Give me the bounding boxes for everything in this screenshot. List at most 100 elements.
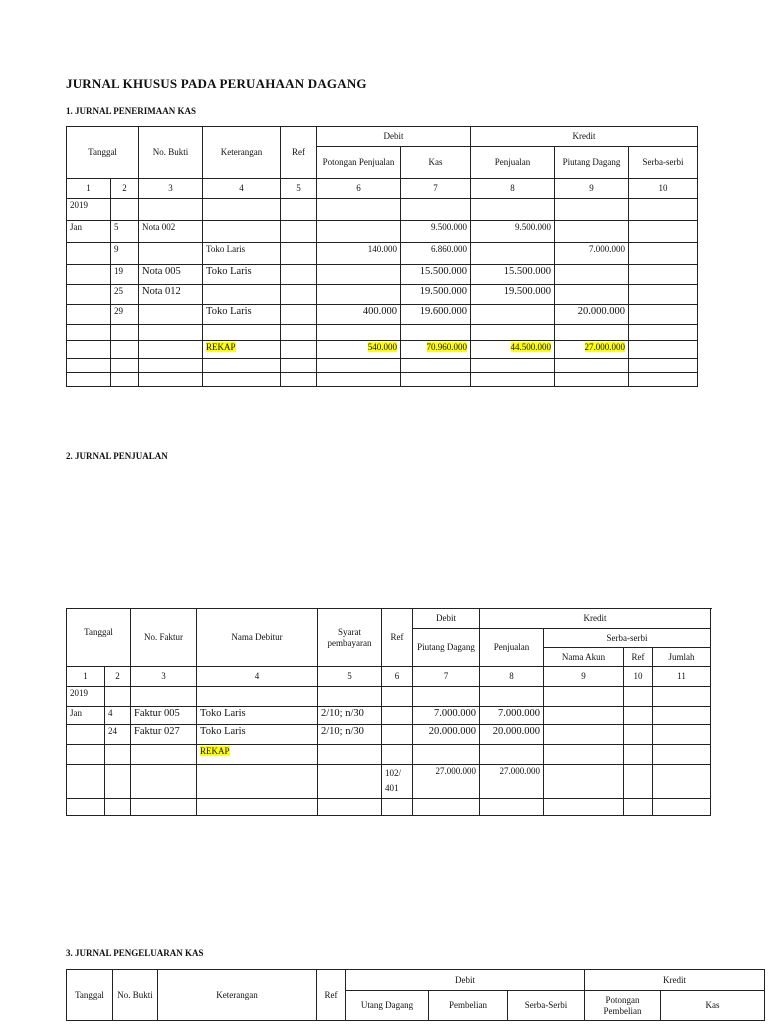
table-cell [317, 764, 383, 799]
cell-text: Faktur 005 [134, 708, 180, 719]
table-row: 102/ 401 27.000.000 27.000.000 [66, 764, 712, 799]
table-row: 24 Faktur 027 Toko Laris 2/10; n/30 20.000.0… [66, 724, 712, 745]
table-cell [628, 264, 699, 285]
table-cell [381, 686, 414, 707]
cell-text: Faktur 027 [134, 726, 180, 737]
table-cell: Faktur 005 [130, 706, 198, 725]
table-row: REKAP [66, 744, 712, 765]
header-kredit: Kredit [470, 126, 699, 147]
table-cell [479, 744, 545, 765]
table-cell [103, 744, 132, 765]
header-ref-serba: Ref [623, 647, 654, 667]
table-cell [196, 686, 319, 707]
table-cell [623, 706, 654, 725]
table-cell [280, 264, 318, 285]
table-cell: REKAP [202, 340, 282, 359]
cell-text: 400.000 [362, 306, 398, 317]
table-cell: 5 [109, 220, 140, 243]
cell-text: Nota 012 [142, 286, 181, 297]
cell-text: 9 [114, 244, 119, 254]
table-row: REKAP 540.000 70.960.000 44.500.000 27.000.0… [66, 340, 699, 359]
table-cell [470, 304, 556, 325]
table-cell [66, 764, 105, 799]
table-cell [400, 198, 472, 221]
table-cell [280, 284, 318, 305]
column-number-row: 1 2 3 4 5 6 7 8 9 10 11 [66, 666, 712, 687]
table-cell [66, 264, 111, 285]
table-cell [280, 304, 318, 325]
header-kredit: Kredit [584, 969, 765, 991]
header-jumlah: Jumlah [652, 647, 712, 667]
cell-text: 4 [108, 708, 113, 718]
table-row: Jan 4 Faktur 005 Toko Laris 2/10; n/30 7.000.… [66, 706, 712, 725]
table-cell [66, 372, 111, 387]
cell-text: Nota 002 [142, 222, 176, 232]
column-number: 2 [109, 178, 140, 199]
table-row: Jan 5 Nota 002 9.500.000 9.500.000 [66, 220, 699, 243]
table-cell [628, 242, 699, 265]
cell-text: 2019 [70, 200, 88, 210]
header-potongan-pembelian: Potongan Pembelian [584, 990, 661, 1021]
table-cell [652, 686, 712, 707]
table-cell [138, 242, 204, 265]
table-cell [280, 220, 318, 243]
table-cell: Toko Laris [202, 304, 282, 325]
column-number: 5 [317, 666, 383, 687]
table-cell: 25 [109, 284, 140, 305]
table-cell: 24 [103, 724, 132, 745]
table-cell: 2/10; n/30 [317, 706, 383, 725]
cell-text: 102/ 401 [385, 768, 402, 793]
table-cell [130, 744, 198, 765]
cell-text: Toko Laris [200, 726, 246, 737]
column-number: 6 [316, 178, 402, 199]
table-row [66, 324, 699, 341]
cell-text: 2/10; n/30 [321, 708, 364, 719]
table-cell [130, 798, 198, 816]
header-keterangan: Keterangan [202, 126, 282, 179]
table-cell [652, 764, 712, 799]
cell-text: 19 [114, 266, 123, 276]
table-cell [543, 764, 625, 799]
table-row: 29 Toko Laris 400.000 19.600.000 20.000.000 [66, 304, 699, 325]
rekap-value: REKAP [206, 342, 236, 352]
table-row: 2019 [66, 686, 712, 707]
header-tanggal: Tanggal [65, 608, 132, 667]
header-keterangan: Keterangan [157, 969, 317, 1021]
column-number: 9 [554, 178, 630, 199]
table-cell [400, 372, 472, 387]
header-potongan-penjualan: Potongan Penjualan [316, 146, 402, 179]
table-cell: 102/ 401 [381, 764, 414, 799]
table-cell: 9 [109, 242, 140, 265]
table-cell [130, 686, 198, 707]
table-cell [316, 324, 402, 341]
table-cell [381, 798, 414, 816]
table-cell: 2/10; n/30 [317, 724, 383, 745]
cell-text: 29 [114, 306, 123, 316]
table-cell [543, 744, 625, 765]
header-piutang-dagang: Piutang Dagang [554, 146, 630, 179]
table-cell [554, 220, 630, 243]
table-cell: 7.000.000 [554, 242, 630, 265]
cell-text: 15.500.000 [503, 266, 552, 277]
table-cell [280, 372, 318, 387]
column-number: 2 [103, 666, 132, 687]
header-serba-serbi: Serba-serbi [628, 146, 699, 179]
table-cell: Toko Laris [202, 242, 282, 265]
table-cell: 44.500.000 [470, 340, 556, 359]
cell-text: 6.860.000 [431, 244, 468, 254]
cell-text: 5 [114, 222, 119, 232]
table-cell [202, 220, 282, 243]
table-cell [316, 198, 402, 221]
table-cell: 19.600.000 [400, 304, 472, 325]
table-cell [196, 798, 319, 816]
table-cell [470, 242, 556, 265]
rekap-value: 70.960.000 [426, 342, 468, 352]
table-cell [554, 358, 630, 373]
header-pembelian: Pembelian [428, 990, 508, 1021]
table-cell [138, 340, 204, 359]
table-cell [628, 324, 699, 341]
table-cell: 27.000.000 [479, 764, 545, 799]
header-piutang-dagang: Piutang Dagang [412, 628, 481, 667]
table-row [66, 358, 699, 373]
table-cell [543, 798, 625, 816]
